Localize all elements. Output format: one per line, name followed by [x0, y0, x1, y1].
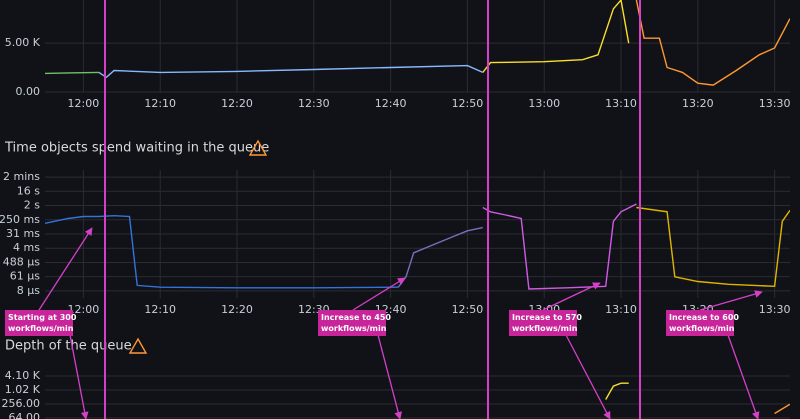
arrow — [352, 277, 406, 311]
annotation-text: workflows/min — [8, 324, 74, 333]
y-tick-label: 4.10 K — [5, 369, 41, 382]
x-tick-label: 12:10 — [144, 303, 176, 316]
y-tick-label: 250 ms — [0, 213, 40, 226]
x-tick-label: 13:30 — [759, 303, 791, 316]
y-tick-label: 61 µs — [10, 270, 40, 283]
arrow — [565, 334, 611, 419]
arrow — [69, 334, 89, 419]
x-tick-label: 12:50 — [452, 97, 484, 110]
annotation-text: Increase to 450 — [321, 313, 391, 322]
series-line — [482, 203, 637, 290]
warning-icon[interactable] — [248, 139, 268, 156]
arrow — [727, 334, 760, 419]
annotation-label: Increase to 450 workflows/min — [318, 310, 391, 336]
y-tick-label: 1.02 K — [5, 383, 41, 396]
series-line — [636, 206, 790, 288]
annotation-lines — [104, 0, 641, 419]
x-tick-label: 12:00 — [68, 303, 100, 316]
series-line — [397, 226, 483, 288]
x-tick-label: 12:20 — [221, 97, 253, 110]
x-tick-label: 12:00 — [68, 97, 100, 110]
annotation-text: workflows/min — [321, 324, 387, 333]
annotation-label: Increase to 600 workflows/min — [666, 310, 739, 336]
x-tick-label: 13:00 — [528, 97, 560, 110]
x-tick-label: 13:30 — [759, 97, 791, 110]
y-tick-label: 31 ms — [6, 227, 40, 240]
annotation-text: Increase to 570 — [512, 313, 582, 322]
series-line — [482, 0, 630, 73]
x-tick-label: 12:30 — [298, 97, 330, 110]
arrow — [377, 334, 402, 419]
series-line — [774, 403, 790, 415]
warning-icon[interactable] — [128, 337, 148, 354]
panel-title: Time objects spend waiting in the queue — [4, 141, 269, 156]
y-tick-label: 5.00 K — [5, 36, 41, 49]
arrow — [699, 290, 763, 311]
y-tick-label: 16 s — [17, 184, 40, 197]
annotation-text: Starting at 300 — [8, 313, 77, 322]
y-tick-label: 488 µs — [3, 255, 40, 268]
y-tick-label: 2 mins — [3, 170, 40, 183]
annotation-label: Starting at 300 workflows/min — [5, 310, 77, 336]
annotation-text: Increase to 600 — [669, 313, 739, 322]
data-layer — [45, 0, 790, 415]
x-tick-label: 12:10 — [144, 97, 176, 110]
y-tick-label: 64.00 — [9, 411, 41, 419]
series-line — [605, 382, 629, 400]
annotation-text: workflows/min — [512, 324, 578, 333]
y-tick-label: 0.00 — [16, 85, 41, 98]
series-line — [45, 71, 99, 75]
y-tick-label: 4 ms — [13, 241, 40, 254]
x-tick-label: 13:20 — [682, 97, 714, 110]
x-tick-label: 12:20 — [221, 303, 253, 316]
arrow — [542, 282, 601, 311]
annotation-label: Increase to 570 workflows/min — [509, 310, 582, 336]
y-tick-label: 8 µs — [17, 284, 40, 297]
panel-title: Depth of the queue — [5, 339, 132, 354]
x-tick-label: 12:40 — [375, 97, 407, 110]
series-line — [98, 64, 484, 79]
x-tick-label: 13:10 — [605, 303, 637, 316]
y-tick-label: 256.00 — [2, 397, 41, 410]
y-tick-label: 2 s — [24, 199, 40, 212]
annotation-arrows — [38, 227, 763, 419]
series-line — [635, 0, 790, 86]
x-tick-label: 12:50 — [452, 303, 484, 316]
x-tick-label: 13:10 — [605, 97, 637, 110]
arrow — [38, 227, 93, 311]
series-line — [45, 214, 399, 289]
annotation-text: workflows/min — [669, 324, 735, 333]
